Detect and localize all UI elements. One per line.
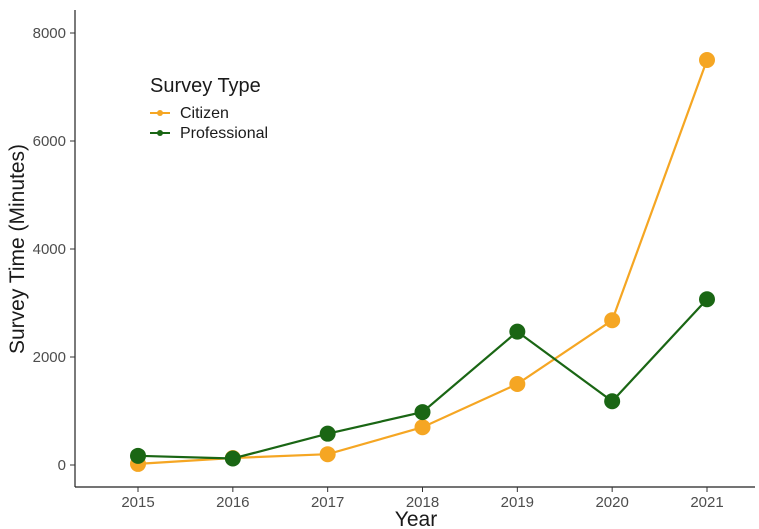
legend-label-citizen: Citizen [180,105,229,122]
y-tick-label: 8000 [33,25,66,42]
x-tick-label: 2017 [311,494,344,511]
legend: Survey Type Citizen Professional [150,75,268,142]
legend-key-point-professional [157,130,163,136]
data-point-citizen [319,446,336,463]
y-tick-label: 6000 [33,133,66,150]
y-tick-label: 4000 [33,241,66,258]
data-point-professional [224,450,241,467]
series-layer [130,52,715,472]
data-point-professional [699,291,715,308]
data-point-citizen [699,52,715,68]
y-tick-label: 2000 [33,349,66,366]
y-axis-title: Survey Time (Minutes) [6,144,29,354]
data-point-professional [130,447,146,464]
data-point-citizen [414,419,431,436]
x-axis-title: Year [395,508,437,529]
x-tick-label: 2015 [121,494,154,511]
legend-title: Survey Type [150,75,261,97]
y-axis-ticks: 0 2000 4000 6000 8000 [33,25,75,474]
x-tick-label: 2016 [216,494,249,511]
x-tick-label: 2018 [406,494,439,511]
x-axis-ticks: 2015 2016 2017 2018 2019 2020 2021 [121,487,724,511]
x-tick-label: 2019 [501,494,534,511]
x-tick-label: 2020 [595,494,628,511]
data-point-citizen [509,376,526,392]
x-tick-label: 2021 [690,494,723,511]
legend-label-professional: Professional [180,125,268,142]
data-point-professional [509,323,526,340]
legend-key-point-citizen [157,110,163,116]
data-point-professional [604,393,621,410]
data-point-citizen [604,312,621,329]
y-tick-label: 0 [58,457,66,474]
data-point-professional [414,404,431,421]
data-point-professional [319,425,336,442]
